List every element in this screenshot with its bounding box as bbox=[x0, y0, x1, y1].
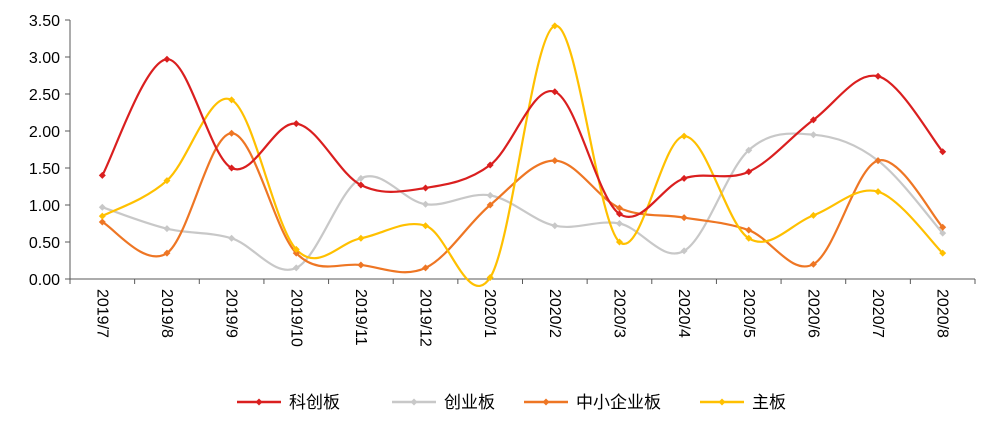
legend-swatch-marker bbox=[542, 398, 550, 406]
data-point bbox=[874, 188, 882, 196]
data-point bbox=[939, 223, 947, 231]
y-tick-label: 2.50 bbox=[29, 87, 60, 104]
data-point bbox=[551, 22, 559, 30]
legend-swatch-marker bbox=[255, 398, 263, 406]
data-point bbox=[745, 168, 753, 176]
data-point bbox=[292, 120, 300, 128]
data-point bbox=[357, 234, 365, 242]
data-point bbox=[615, 220, 623, 227]
y-tick-label: 2.00 bbox=[29, 124, 60, 141]
series-line-1 bbox=[101, 132, 944, 271]
y-tick-label: 0.50 bbox=[29, 235, 60, 252]
data-point bbox=[680, 132, 688, 140]
y-tick-label: 1.50 bbox=[29, 161, 60, 178]
legend-label: 科创板 bbox=[289, 393, 340, 412]
data-point bbox=[357, 261, 365, 269]
data-point bbox=[615, 210, 623, 218]
x-tick-label: 2020/2 bbox=[546, 289, 563, 338]
x-tick-label: 2019/12 bbox=[417, 289, 434, 347]
x-tick-label: 2020/5 bbox=[740, 289, 757, 338]
x-tick-label: 2020/7 bbox=[869, 289, 886, 338]
data-point bbox=[939, 249, 947, 257]
data-point bbox=[228, 129, 236, 137]
data-point bbox=[228, 164, 236, 172]
series-line-2 bbox=[101, 132, 944, 274]
data-point bbox=[98, 212, 106, 220]
data-point bbox=[163, 249, 171, 257]
data-point bbox=[809, 260, 817, 268]
data-point bbox=[809, 211, 817, 219]
data-point bbox=[615, 238, 623, 246]
data-point bbox=[163, 55, 171, 63]
x-tick-labels: 2019/7 2019/8 2019/9 2019/10 2019/11 2019/12 2… bbox=[93, 289, 950, 347]
data-point bbox=[422, 222, 430, 230]
data-point bbox=[357, 174, 365, 182]
x-tick-label: 2019/11 bbox=[352, 289, 369, 346]
axes bbox=[65, 19, 976, 284]
data-point bbox=[939, 148, 947, 156]
data-point bbox=[551, 222, 559, 230]
x-tick-label: 2019/7 bbox=[93, 289, 110, 338]
data-point bbox=[809, 131, 817, 139]
data-point bbox=[680, 214, 688, 222]
data-point bbox=[292, 245, 300, 253]
data-point bbox=[680, 247, 688, 255]
data-point bbox=[98, 171, 106, 179]
data-point bbox=[486, 161, 494, 169]
data-point bbox=[292, 264, 300, 272]
data-point bbox=[486, 201, 494, 209]
data-point bbox=[551, 157, 559, 165]
data-point bbox=[98, 203, 106, 211]
data-point bbox=[163, 225, 171, 233]
x-tick-label: 2020/6 bbox=[804, 289, 821, 338]
y-tick-labels: 0.00 0.50 1.00 1.50 2.00 2.50 3.00 3.50 bbox=[29, 13, 60, 289]
legend-swatch-marker bbox=[410, 398, 418, 406]
data-point bbox=[486, 191, 494, 199]
data-point bbox=[422, 264, 430, 272]
data-point bbox=[422, 184, 430, 192]
x-tick-label: 2020/8 bbox=[934, 289, 951, 338]
data-point bbox=[551, 88, 559, 96]
legend-label: 主板 bbox=[752, 393, 786, 412]
series-lines bbox=[101, 24, 944, 287]
legend: 科创板 创业板 中小企业板 主板 bbox=[237, 393, 786, 412]
y-tick-label: 3.50 bbox=[29, 13, 60, 30]
x-tick-label: 2019/8 bbox=[158, 289, 175, 338]
x-tick-label: 2020/1 bbox=[481, 289, 498, 338]
data-point bbox=[745, 226, 753, 234]
y-tick-label: 3.00 bbox=[29, 50, 60, 67]
data-point bbox=[486, 274, 494, 282]
data-point bbox=[615, 204, 623, 212]
data-point bbox=[98, 218, 106, 226]
data-point bbox=[939, 229, 947, 237]
data-point bbox=[228, 96, 236, 104]
data-point bbox=[680, 174, 688, 182]
series-markers bbox=[98, 22, 947, 282]
legend-label: 创业板 bbox=[444, 393, 495, 412]
data-point bbox=[745, 146, 753, 154]
data-point bbox=[228, 234, 236, 242]
data-point bbox=[745, 234, 753, 242]
x-tick-label: 2019/9 bbox=[223, 289, 240, 338]
data-point bbox=[357, 181, 365, 189]
legend-label: 中小企业板 bbox=[576, 393, 661, 412]
legend-swatch-marker bbox=[718, 398, 726, 406]
data-point bbox=[422, 200, 430, 208]
data-point bbox=[809, 116, 817, 124]
data-point bbox=[874, 72, 882, 80]
x-tick-label: 2020/3 bbox=[610, 289, 627, 338]
x-tick-label: 2019/10 bbox=[287, 289, 304, 347]
x-tick-label: 2020/4 bbox=[675, 289, 692, 338]
series-line-0 bbox=[101, 58, 944, 218]
y-tick-label: 0.00 bbox=[29, 272, 60, 289]
y-tick-label: 1.00 bbox=[29, 198, 60, 215]
series-line-3 bbox=[101, 24, 944, 287]
data-point bbox=[163, 177, 171, 185]
data-point bbox=[874, 157, 882, 165]
data-point bbox=[292, 249, 300, 257]
